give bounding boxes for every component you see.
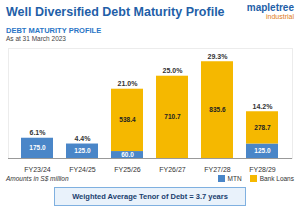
html-text:Well Diversified Debt Maturity: Well Diversified Debt Maturity Profile: [6, 5, 225, 19]
svg-text:14.2%: 14.2%: [253, 103, 274, 110]
svg-text:FY23/24: FY23/24: [24, 166, 51, 172]
svg-text:FY26/27: FY26/27: [159, 166, 186, 172]
svg-text:29.3%: 29.3%: [208, 53, 229, 60]
svg-text:FY28/29: FY28/29: [249, 166, 276, 172]
html-text:MTN: MTN: [227, 174, 242, 182]
svg-text:21.0%: 21.0%: [118, 80, 139, 87]
html-text:mapletree: mapletree: [246, 2, 294, 13]
html-text:As at 31 March 2023: As at 31 March 2023: [6, 35, 66, 42]
svg-text:6.1%: 6.1%: [30, 129, 47, 136]
svg-text:175.0: 175.0: [29, 144, 46, 151]
svg-text:835.6: 835.6: [209, 106, 226, 113]
svg-text:FY25/26: FY25/26: [114, 166, 141, 172]
html-text:Weighted Average Tenor of Debt: Weighted Average Tenor of Debt = 3.7 yea…: [72, 192, 228, 201]
svg-text:60.0: 60.0: [121, 151, 134, 158]
svg-text:125.0: 125.0: [254, 147, 271, 154]
svg-text:710.7: 710.7: [164, 113, 181, 120]
svg-text:FY24/25: FY24/25: [69, 166, 96, 172]
svg-text:278.7: 278.7: [254, 124, 271, 131]
svg-text:125.0: 125.0: [74, 147, 91, 154]
html-text:Bank Loans: Bank Loans: [259, 174, 294, 182]
html-text:Amounts in S$ million: Amounts in S$ million: [6, 174, 69, 182]
svg-text:4.4%: 4.4%: [75, 135, 92, 142]
svg-text:538.4: 538.4: [119, 116, 136, 123]
html-text:DEBT MATURITY PROFILE: DEBT MATURITY PROFILE: [6, 26, 102, 35]
svg-text:FY27/28: FY27/28: [204, 166, 231, 172]
svg-text:25.0%: 25.0%: [163, 67, 184, 74]
html-text:industrial: industrial: [266, 13, 294, 20]
